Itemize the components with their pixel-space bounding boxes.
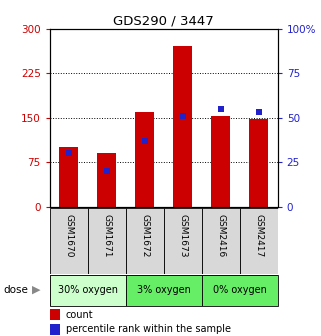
Bar [126, 208, 164, 274]
Bar [50, 324, 60, 335]
Text: percentile rank within the sample: percentile rank within the sample [66, 324, 231, 334]
Text: GSM1672: GSM1672 [140, 214, 149, 257]
Text: count: count [66, 310, 93, 320]
Bar [126, 275, 202, 306]
Bar [97, 153, 116, 207]
Title: GDS290 / 3447: GDS290 / 3447 [113, 14, 214, 28]
Text: GSM2416: GSM2416 [216, 214, 225, 257]
Point [66, 151, 71, 156]
Bar [50, 275, 126, 306]
Text: GSM2417: GSM2417 [254, 214, 263, 257]
Text: 30% oxygen: 30% oxygen [58, 285, 118, 295]
Bar [59, 147, 78, 207]
Text: ▶: ▶ [32, 285, 40, 295]
Text: GSM1670: GSM1670 [64, 214, 73, 257]
Point [256, 110, 261, 115]
Text: GSM1673: GSM1673 [178, 214, 187, 257]
Bar [240, 208, 278, 274]
Bar [88, 208, 126, 274]
Text: 3% oxygen: 3% oxygen [137, 285, 191, 295]
Bar [173, 46, 192, 207]
Bar [50, 208, 88, 274]
Bar [202, 208, 240, 274]
Bar [249, 119, 268, 207]
Bar [202, 275, 278, 306]
Bar [211, 116, 230, 207]
Bar [50, 309, 60, 320]
Text: 0% oxygen: 0% oxygen [213, 285, 267, 295]
Point [218, 106, 223, 111]
Point [104, 168, 109, 174]
Text: dose: dose [3, 285, 28, 295]
Point [180, 113, 185, 119]
Bar [164, 208, 202, 274]
Point [142, 138, 147, 143]
Bar [135, 112, 154, 207]
Text: GSM1671: GSM1671 [102, 214, 111, 257]
